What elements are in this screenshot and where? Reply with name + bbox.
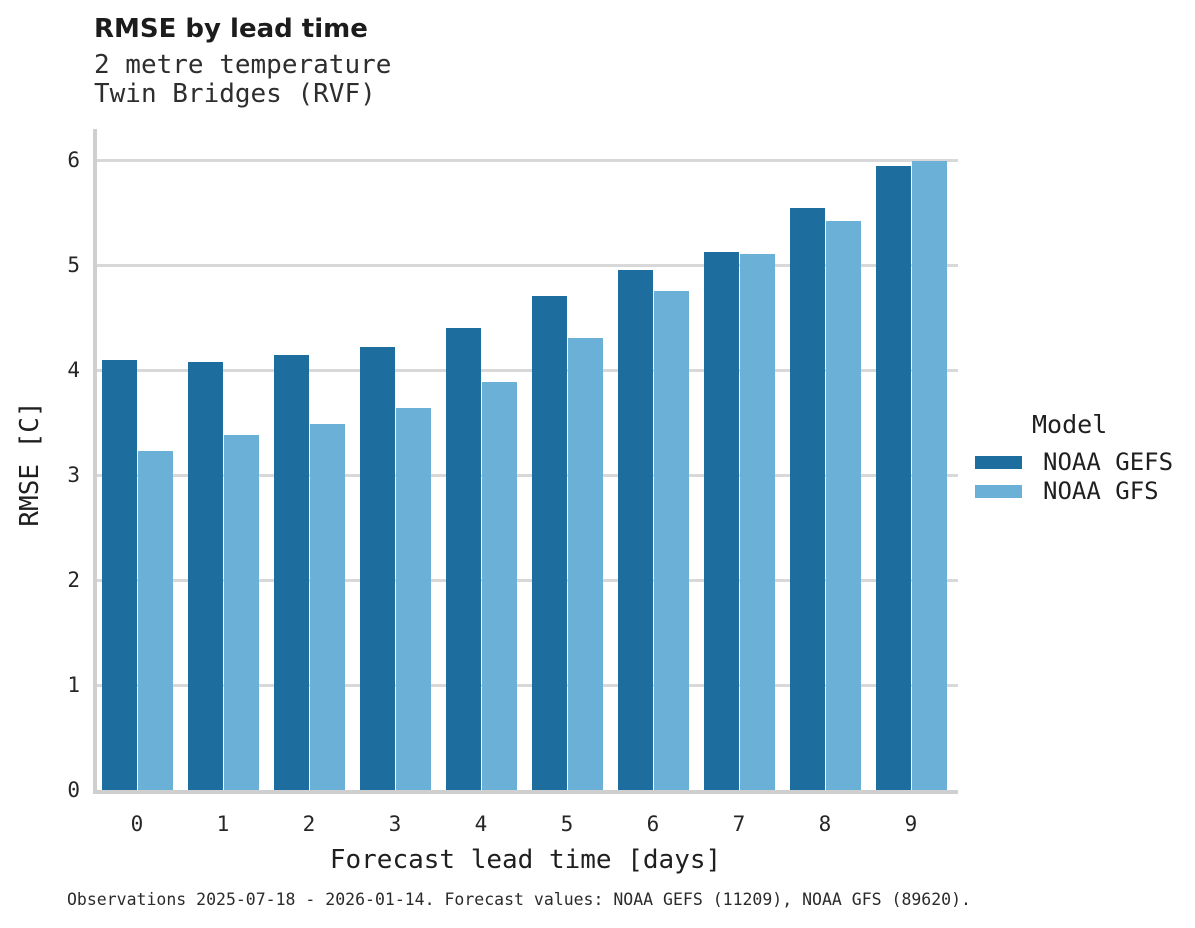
bar-noaa-gfs-lead-8 (826, 221, 861, 790)
y-tick-label-4: 4 (67, 358, 80, 382)
bar-noaa-gefs-lead-5 (532, 296, 567, 790)
gridline-y-2 (97, 578, 958, 582)
bar-noaa-gefs-lead-6 (618, 270, 653, 790)
x-tick-label-5: 5 (560, 812, 574, 836)
x-axis-spine (93, 790, 958, 794)
legend: Model NOAA GEFS NOAA GFS (975, 412, 1173, 503)
bar-noaa-gfs-lead-7 (740, 254, 775, 790)
legend-title: Model (1032, 410, 1108, 439)
legend-rows: NOAA GEFS NOAA GFS (975, 450, 1173, 503)
bar-noaa-gefs-lead-9 (876, 166, 911, 790)
legend-label: NOAA GFS (1043, 477, 1159, 505)
y-axis-spine (93, 129, 97, 794)
chart-subtitle-line-1: 2 metre temperature (94, 50, 392, 80)
legend-label: NOAA GEFS (1043, 448, 1174, 476)
legend-swatch-noaa-gefs (975, 455, 1022, 469)
y-tick-label-3: 3 (67, 463, 80, 487)
x-tick-label-7: 7 (732, 812, 746, 836)
bar-noaa-gefs-lead-8 (790, 208, 825, 790)
bar-noaa-gefs-lead-7 (704, 252, 739, 790)
x-tick-label-4: 4 (474, 812, 488, 836)
x-tick-label-1: 1 (216, 812, 230, 836)
bar-noaa-gefs-lead-0 (102, 360, 137, 790)
chart-subtitle-line-2: Twin Bridges (RVF) (94, 79, 376, 109)
bar-noaa-gefs-lead-3 (360, 347, 395, 790)
title-block: RMSE by lead time 2 metre temperature Tw… (94, 14, 391, 109)
y-tick-label-0: 0 (67, 778, 80, 802)
gridline-y-6 (97, 158, 958, 162)
legend-swatch-noaa-gfs (975, 484, 1022, 498)
bar-noaa-gfs-lead-0 (138, 451, 173, 790)
y-tick-label-1: 1 (67, 673, 80, 697)
bar-noaa-gefs-lead-1 (188, 362, 223, 790)
x-axis-title: Forecast lead time [days] (329, 845, 722, 875)
legend-item-noaa-gefs: NOAA GEFS (975, 450, 1173, 474)
bar-noaa-gfs-lead-4 (482, 382, 517, 790)
bar-noaa-gfs-lead-2 (310, 424, 345, 790)
gridline-y-4 (97, 368, 958, 372)
gridline-y-5 (97, 263, 958, 267)
bar-noaa-gfs-lead-9 (912, 161, 947, 790)
gridline-y-3 (97, 473, 958, 477)
plot-area (93, 129, 958, 794)
x-tick-label-3: 3 (388, 812, 402, 836)
x-tick-label-8: 8 (818, 812, 832, 836)
gridline-y-1 (97, 683, 958, 687)
y-tick-label-2: 2 (67, 568, 80, 592)
x-tick-label-9: 9 (904, 812, 918, 836)
legend-item-noaa-gfs: NOAA GFS (975, 479, 1173, 503)
x-tick-label-6: 6 (646, 812, 660, 836)
x-tick-label-0: 0 (130, 812, 144, 836)
bar-noaa-gfs-lead-1 (224, 435, 259, 790)
bar-noaa-gfs-lead-3 (396, 408, 431, 790)
caption: Observations 2025-07-18 - 2026-01-14. Fo… (67, 890, 971, 909)
x-tick-label-2: 2 (302, 812, 316, 836)
bar-noaa-gefs-lead-4 (446, 328, 481, 790)
y-tick-label-5: 5 (67, 253, 80, 277)
bar-noaa-gfs-lead-6 (654, 291, 689, 790)
page-title: RMSE by lead time (94, 14, 368, 44)
bar-noaa-gefs-lead-2 (274, 355, 309, 790)
bar-noaa-gfs-lead-5 (568, 338, 603, 790)
y-tick-label-6: 6 (67, 148, 80, 172)
